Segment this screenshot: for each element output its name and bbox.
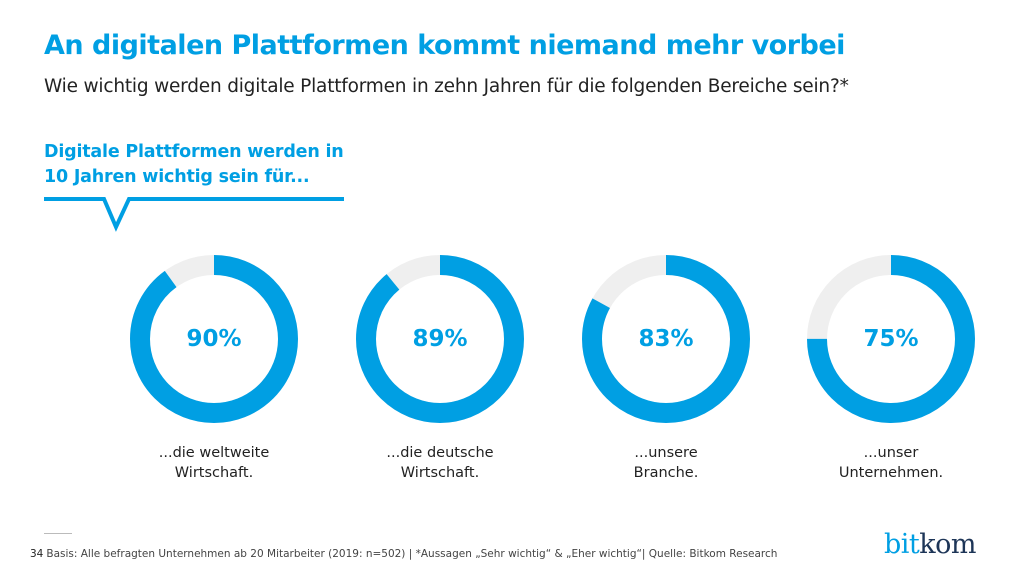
footer: 34 Basis: Alle befragten Unternehmen ab 2… [30,548,777,560]
page-title: An digitalen Plattformen kommt niemand m… [44,30,845,61]
category-label-line: ...die deutsche [386,445,494,461]
donut-value-label: 89% [412,326,468,352]
page-subtitle: Wie wichtig werden digitale Plattformen … [44,76,849,97]
bitkom-logo: bitkom [884,529,976,560]
donut-chart: 89% [355,254,525,424]
category-label-line: Unternehmen. [838,465,944,481]
logo-part1: bit [884,529,920,560]
donut-value-label: 90% [186,326,242,352]
category-label-line: Wirtschaft. [174,465,254,481]
donut-value-arc [356,255,524,423]
callout-line1: Digitale Plattformen werden in [44,142,344,162]
donut-value-arc [130,255,298,423]
donut-chart: 83% [581,254,751,424]
donut-value-label: 83% [638,326,694,352]
donut-category-label: ...unsere Branche. [566,443,766,483]
callout-text: Digitale Plattformen werden in 10 Jahren… [44,140,344,190]
donut-chart: 90% [129,254,299,424]
category-label-line: Branche. [633,465,699,481]
donut-value-arc [582,255,750,423]
logo-part2: kom [919,529,976,560]
page-number: 34 [30,548,44,560]
callout-line2: 10 Jahren wichtig sein für... [44,167,310,187]
donut-chart: 75% [806,254,976,424]
footer-rule [44,533,72,534]
category-label-line: ...unser [863,445,919,461]
donut-value-label: 75% [863,326,919,352]
donut-category-label: ...unser Unternehmen. [791,443,991,483]
donut-category-label: ...die deutsche Wirtschaft. [340,443,540,483]
category-label-line: Wirtschaft. [400,465,480,481]
donut-value-arc [807,255,975,423]
category-label-line: ...unsere [634,445,698,461]
footer-source: Basis: Alle befragten Unternehmen ab 20 … [46,548,778,560]
donut-category-label: ...die weltweite Wirtschaft. [114,443,314,483]
category-label-line: ...die weltweite [158,445,270,461]
